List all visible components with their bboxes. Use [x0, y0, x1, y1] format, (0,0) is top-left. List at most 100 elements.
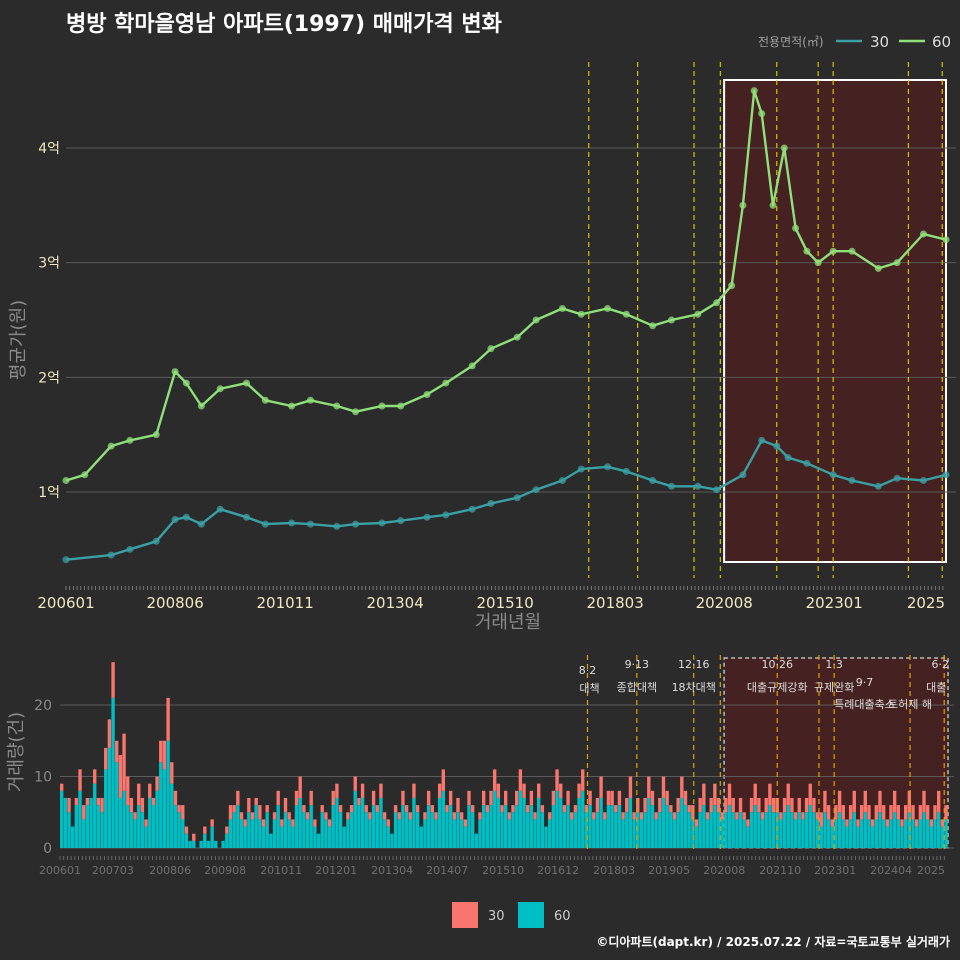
volume-bar-30 — [126, 776, 130, 806]
data-point-60 — [352, 408, 360, 416]
volume-bar-60 — [294, 805, 299, 848]
volume-bar-30 — [584, 805, 589, 813]
volume-x-tick-label: 201510 — [482, 864, 524, 877]
volume-bar-30 — [581, 769, 585, 791]
data-point-30 — [62, 556, 70, 564]
volume-bar-60 — [485, 812, 490, 848]
volume-bar-60 — [584, 812, 589, 848]
annotation-date: 9·13 — [625, 658, 650, 671]
volume-bar-30 — [702, 783, 706, 806]
volume-bar-30 — [779, 812, 783, 820]
volume-bar-60 — [445, 812, 449, 848]
volume-bar-60 — [867, 819, 871, 848]
annotation-date: 12·16 — [678, 658, 710, 671]
volume-bar-30 — [470, 805, 475, 813]
volume-bar-30 — [331, 790, 335, 806]
data-point-30 — [667, 482, 675, 490]
volume-bar-30 — [404, 805, 409, 813]
volume-bar-30 — [812, 797, 816, 813]
volume-bar-60 — [331, 805, 335, 848]
volume-bar-60 — [203, 833, 207, 848]
volume-bar-30 — [753, 783, 757, 806]
data-point-30 — [942, 471, 950, 479]
volume-bar-30 — [625, 797, 629, 813]
volume-bar-30 — [338, 805, 343, 813]
volume-bar-30 — [247, 797, 251, 813]
volume-legend-swatch-60 — [518, 902, 544, 928]
data-point-30 — [182, 513, 190, 521]
volume-bar-30 — [713, 783, 717, 806]
volume-bar-30 — [775, 797, 779, 813]
volume-bar-60 — [254, 805, 258, 848]
volume-bar-60 — [515, 805, 519, 848]
volume-bar-30 — [914, 819, 919, 827]
volume-x-tick-label: 201407 — [426, 864, 468, 877]
volume-bar-30 — [632, 812, 636, 820]
volume-bar-30 — [437, 783, 442, 798]
volume-bar-30 — [386, 819, 390, 827]
volume-bar-60 — [797, 812, 801, 848]
volume-bar-30 — [885, 819, 889, 827]
data-point-60 — [667, 316, 675, 324]
volume-bar-60 — [878, 812, 882, 848]
volume-bar-30 — [393, 805, 398, 813]
volume-bar-60 — [390, 833, 394, 848]
data-point-60 — [919, 230, 927, 238]
volume-bar-30 — [867, 805, 871, 820]
volume-bar-60 — [459, 819, 464, 848]
volume-bar-30 — [922, 790, 926, 813]
annotation-label: 대출규제강화 — [747, 681, 808, 694]
volume-bar-60 — [639, 819, 644, 848]
volume-bar-30 — [683, 790, 688, 806]
volume-bar-30 — [287, 812, 291, 820]
volume-bar-60 — [742, 819, 746, 848]
volume-bar-60 — [210, 826, 214, 848]
data-point-30 — [649, 477, 657, 485]
volume-bar-30 — [232, 805, 236, 813]
data-point-60 — [792, 224, 800, 232]
volume-bar-60 — [188, 840, 192, 848]
volume-bar-30 — [382, 812, 387, 820]
volume-bar-60 — [104, 769, 108, 848]
data-point-30 — [513, 494, 521, 502]
volume-bar-60 — [859, 819, 864, 848]
data-point-60 — [333, 402, 341, 410]
volume-bar-30 — [698, 797, 702, 813]
volume-bar-30 — [716, 797, 721, 813]
volume-bar-60 — [665, 805, 669, 848]
data-point-30 — [197, 520, 205, 528]
volume-bar-60 — [232, 812, 236, 848]
data-point-30 — [713, 486, 721, 494]
volume-bar-30 — [430, 805, 434, 813]
volume-bar-60 — [173, 805, 178, 848]
volume-bar-30 — [940, 819, 945, 827]
volume-bar-30 — [614, 805, 618, 813]
volume-bar-60 — [577, 797, 581, 848]
volume-bar-60 — [654, 819, 658, 848]
volume-bar-30 — [412, 783, 416, 798]
volume-bar-60 — [771, 812, 776, 848]
volume-bar-60 — [647, 797, 651, 848]
data-point-30 — [243, 513, 251, 521]
data-point-30 — [152, 537, 160, 545]
volume-bar-30 — [724, 797, 728, 813]
volume-bar-30 — [353, 776, 357, 791]
volume-bar-30 — [559, 783, 563, 798]
volume-bar-30 — [562, 805, 567, 813]
volume-bar-30 — [672, 812, 677, 820]
volume-bar-30 — [610, 790, 614, 806]
data-point-30 — [848, 477, 856, 485]
data-point-60 — [182, 379, 190, 387]
volume-bar-60 — [581, 790, 585, 848]
volume-bar-30 — [243, 819, 247, 827]
legend-label-30: 30 — [870, 33, 889, 51]
y-axis-label: 평균가(원) — [8, 300, 29, 380]
data-point-60 — [622, 310, 630, 318]
volume-bar-60 — [89, 797, 93, 848]
volume-bar-60 — [852, 812, 856, 848]
volume-bar-60 — [687, 812, 691, 848]
volume-bar-60 — [353, 790, 357, 848]
volume-bar-60 — [599, 797, 603, 848]
volume-bar-30 — [878, 790, 882, 813]
volume-bar-30 — [401, 790, 405, 806]
